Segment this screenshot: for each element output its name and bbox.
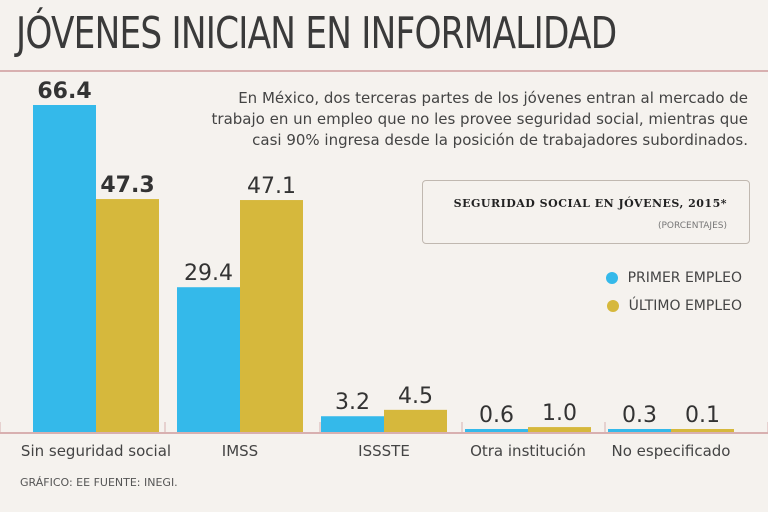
data-label: 66.4 [37,79,91,104]
chart-unit: (PORCENTAJES) [657,221,727,231]
legend-primer-empleo: PRIMER EMPLEO [605,270,742,286]
data-label: 1.0 [542,401,577,426]
category-label: ISSSTE [358,442,410,460]
category-label: No especificado [612,442,731,460]
data-label: 4.5 [398,384,433,409]
data-label: 3.2 [335,390,370,415]
legend-label-ultimo: ÚLTIMO EMPLEO [628,298,742,314]
legend-dot-blue [605,272,618,284]
data-label: 0.3 [622,403,657,428]
bar-ultimo-4 [671,429,734,432]
bar-ultimo-3 [528,427,591,432]
chart-title: SEGURIDAD SOCIAL EN JÓVENES, 2015* [453,197,727,210]
bar-primer-2 [321,416,384,432]
legend-label-primer: PRIMER EMPLEO [627,270,742,286]
source-note: GRÁFICO: EE FUENTE: INEGI. [20,476,178,489]
data-label: 0.6 [479,403,514,428]
chart-title-box: SEGURIDAD SOCIAL EN JÓVENES, 2015* (PORC… [422,180,750,244]
page-title: JÓVENES INICIAN EN INFORMALIDAD [16,8,617,59]
legend-ultimo-empleo: ÚLTIMO EMPLEO [606,298,742,314]
bar-ultimo-2 [384,409,447,432]
data-label: 29.4 [184,261,233,286]
title-divider [0,70,768,72]
bar-primer-3 [465,429,528,432]
data-label: 47.1 [247,174,296,199]
bar-ultimo-1 [240,200,303,432]
category-label: IMSS [222,442,258,460]
bar-primer-0 [33,105,96,432]
legend-dot-gold [606,300,619,312]
data-label: 47.3 [100,173,154,198]
chart-description: En México, dos terceras partes de los jó… [211,89,748,149]
bar-primer-1 [177,287,240,432]
data-label: 0.1 [685,403,720,428]
category-label: Otra institución [470,442,586,460]
bar-ultimo-0 [96,199,159,432]
bar-primer-4 [608,429,671,432]
category-label: Sin seguridad social [21,442,171,460]
